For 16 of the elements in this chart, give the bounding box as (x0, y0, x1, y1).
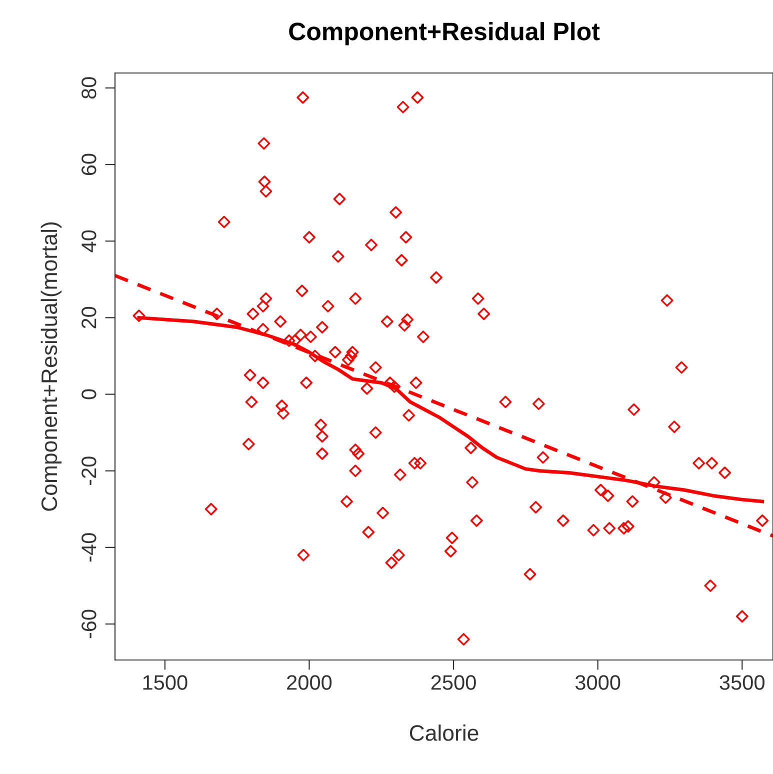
y-tick-label: -20 (82, 456, 96, 485)
y-tick-label: 0 (82, 389, 96, 400)
chart-title: Component+Residual Plot (289, 22, 600, 46)
x-tick-label: 1500 (143, 675, 188, 690)
y-tick-label: 80 (82, 77, 96, 99)
x-tick-label: 3500 (720, 675, 764, 690)
x-tick-label: 2500 (431, 675, 476, 690)
x-tick-label: 2000 (287, 675, 332, 690)
x-tick-label: 3000 (575, 675, 620, 690)
x-axis-title: Calorie (410, 724, 478, 741)
y-tick-label: 40 (82, 230, 96, 252)
y-tick-label: 20 (82, 306, 96, 328)
y-axis-title: Component+Residual(mortal) (40, 222, 62, 511)
y-tick-label: 60 (82, 154, 96, 176)
y-tick-label: -40 (82, 533, 96, 562)
y-tick-label: -60 (82, 610, 96, 638)
